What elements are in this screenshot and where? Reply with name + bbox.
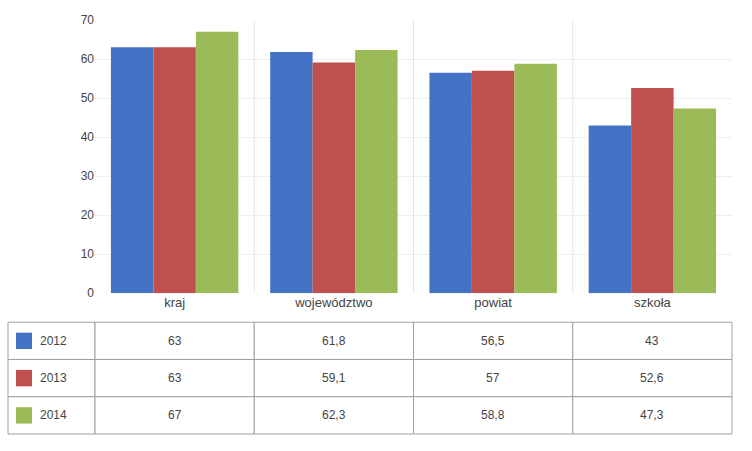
svg-text:70: 70 [81,13,95,27]
svg-text:61,8: 61,8 [322,334,346,348]
svg-text:47,3: 47,3 [640,408,664,422]
svg-text:10: 10 [81,247,95,261]
svg-text:59,1: 59,1 [322,371,346,385]
svg-text:szkoła: szkoła [634,295,672,310]
svg-text:52,6: 52,6 [640,371,664,385]
svg-text:2014: 2014 [40,408,67,422]
svg-text:kraj: kraj [164,295,185,310]
svg-text:62,3: 62,3 [322,408,346,422]
svg-text:50: 50 [81,91,95,105]
svg-text:2012: 2012 [40,334,67,348]
svg-text:57: 57 [486,371,500,385]
svg-text:60: 60 [81,52,95,66]
svg-text:20: 20 [81,208,95,222]
svg-text:województwo: województwo [294,295,372,310]
svg-text:40: 40 [81,130,95,144]
svg-text:43: 43 [645,334,659,348]
svg-text:2013: 2013 [40,371,67,385]
svg-text:0: 0 [87,286,94,300]
svg-text:powiat: powiat [474,295,512,310]
svg-text:30: 30 [81,169,95,183]
svg-text:63: 63 [168,371,182,385]
svg-text:67: 67 [168,408,182,422]
svg-text:63: 63 [168,334,182,348]
svg-text:58,8: 58,8 [481,408,505,422]
svg-text:56,5: 56,5 [481,334,505,348]
